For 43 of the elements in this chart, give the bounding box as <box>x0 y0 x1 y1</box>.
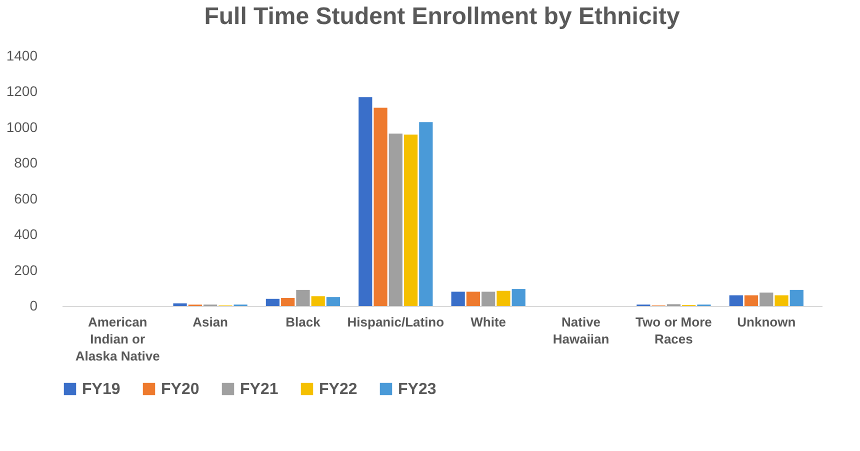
legend-label: FY19 <box>82 381 120 398</box>
bar <box>358 97 372 306</box>
y-tick-label: 1000 <box>6 118 38 135</box>
x-tick-label: Two or More Races <box>636 314 712 346</box>
x-tick-label: Hispanic/Latino <box>347 314 444 330</box>
bar <box>790 290 804 306</box>
bar <box>419 122 433 306</box>
x-tick-label: White <box>470 314 506 330</box>
y-tick-label: 1400 <box>6 48 38 64</box>
bar <box>760 292 774 306</box>
bar <box>496 290 510 306</box>
legend-label: FY22 <box>319 381 358 398</box>
y-tick-label: 1200 <box>6 83 38 100</box>
bar <box>311 296 325 306</box>
bar <box>512 289 526 306</box>
y-tick-label: 600 <box>14 190 38 206</box>
bar <box>774 295 788 306</box>
x-tick-label: American Indian or Alaska Native <box>75 314 160 364</box>
legend-label: FY20 <box>161 381 200 398</box>
bar <box>296 290 310 306</box>
bar <box>326 297 340 306</box>
bar <box>466 292 480 306</box>
y-tick-label: 200 <box>14 262 38 278</box>
bar <box>173 303 187 306</box>
bar <box>388 134 402 306</box>
chart-title: Full Time Student Enrollment by Ethnicity <box>204 3 680 30</box>
x-tick-label: Unknown <box>737 314 796 330</box>
x-tick-label: Asian <box>192 314 228 330</box>
bar <box>451 292 465 306</box>
bar <box>374 108 388 306</box>
y-tick-label: 400 <box>14 226 38 242</box>
bar <box>281 298 295 306</box>
y-tick-label: 800 <box>14 154 38 171</box>
legend-label: FY21 <box>240 381 278 398</box>
x-tick-label: Black <box>286 314 322 330</box>
bar <box>482 292 496 306</box>
bar <box>729 295 743 306</box>
legend-label: FY23 <box>398 381 436 398</box>
bar <box>266 298 280 306</box>
x-tick-label: Native Hawaiian <box>552 314 610 346</box>
bar <box>744 295 758 306</box>
bar <box>404 134 418 306</box>
y-tick-label: 0 <box>30 298 38 314</box>
